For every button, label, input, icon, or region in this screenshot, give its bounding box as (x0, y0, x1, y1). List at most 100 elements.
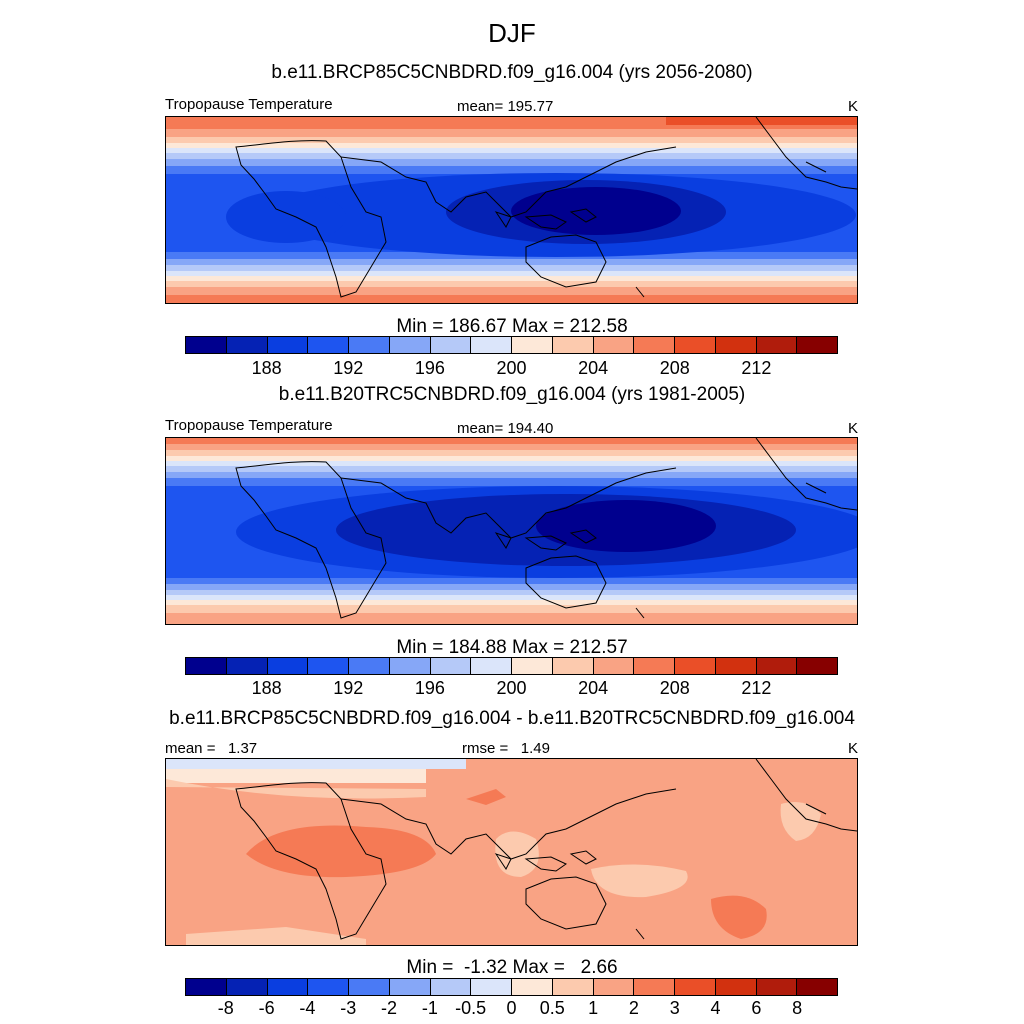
cold-core-inner (511, 187, 681, 235)
band (166, 450, 857, 458)
panel3-colorbar (185, 978, 838, 996)
band-warm-cap (666, 117, 857, 125)
panel2-colorbar-labels: 188 192 196 200 204 208 212 (185, 678, 838, 700)
band (166, 148, 857, 155)
diff-band (166, 769, 426, 783)
colorbar-box (797, 658, 837, 674)
panel2-coastlines (235, 438, 857, 619)
band (166, 466, 857, 474)
colorbar-box (389, 337, 431, 353)
panel2-run-title: b.e11.B20TRC5CNBDRD.f09_g16.004 (yrs 198… (278, 384, 746, 405)
colorbar-box (715, 337, 757, 353)
colorbar-box (308, 337, 349, 353)
band (166, 478, 857, 488)
panel3-map (165, 758, 858, 946)
colorbar-box (797, 337, 837, 353)
colorbar-tick-label: -6 (258, 998, 275, 1018)
panel1-minmax: Min = 186.67 Max = 212.58 (396, 316, 628, 337)
panel1-run-title: b.e11.BRCP85C5CNBDRD.f09_g16.004 (yrs 20… (271, 62, 753, 83)
panel3-run-title: b.e11.BRCP85C5CNBDRD.f09_g16.004 - b.e11… (169, 708, 855, 729)
panel1-coastlines (235, 117, 857, 298)
colorbar-tick-label: -2 (381, 998, 398, 1018)
colorbar-box (430, 979, 472, 995)
panel2-temperature-field (166, 438, 857, 624)
colorbar-tick-label: 204 (578, 678, 609, 698)
colorbar-tick-label: 4 (710, 998, 721, 1018)
colorbar-tick-label: 0 (506, 998, 517, 1018)
colorbar-box (349, 658, 390, 674)
colorbar-box (512, 658, 553, 674)
colorbar-box (756, 658, 798, 674)
band (166, 159, 857, 168)
colorbar-box (593, 658, 635, 674)
panel2-minmax: Min = 184.88 Max = 212.57 (396, 637, 628, 658)
colorbar-box (471, 337, 512, 353)
colorbar-box (512, 337, 553, 353)
colorbar-tick-label: 196 (414, 678, 445, 698)
colorbar-box (430, 658, 472, 674)
colorbar-box (593, 979, 635, 995)
colorbar-box (226, 658, 268, 674)
panel1-map (165, 116, 858, 304)
colorbar-box (797, 979, 837, 995)
colorbar-tick-label: -0.5 (455, 998, 487, 1018)
colorbar-box (226, 337, 268, 353)
panel2-mean-label: mean= 194.40 (457, 420, 554, 437)
band (166, 153, 857, 161)
diff-warm-himalaya (466, 789, 506, 805)
panel3-mean-label: mean = 1.37 (165, 740, 258, 757)
colorbar-box (634, 658, 675, 674)
colorbar-box (675, 979, 716, 995)
colorbar-box (593, 337, 635, 353)
figure-title: DJF (488, 18, 536, 48)
colorbar-tick-label: 192 (333, 678, 364, 698)
diff-cool-pacific (780, 801, 821, 841)
panel1-mean-label: mean= 195.77 (457, 98, 554, 115)
colorbar-tick-label: -3 (340, 998, 357, 1018)
band (166, 129, 857, 139)
band (166, 265, 857, 273)
band (166, 438, 857, 444)
panel3-colorbar-labels: -8 -6 -4 -3 -2 -1 -0.5 0 0.5 1 2 3 4 6 8 (185, 998, 838, 1020)
colorbar-tick-label: 188 (251, 678, 282, 698)
band (166, 584, 857, 592)
colorbar-tick-label: 208 (659, 358, 690, 378)
colorbar-box (756, 979, 798, 995)
colorbar-tick-label: 6 (751, 998, 762, 1018)
colorbar-tick-label: -4 (299, 998, 316, 1018)
band (166, 259, 857, 267)
colorbar-box (512, 979, 553, 995)
colorbar-tick-label: 0.5 (539, 998, 565, 1018)
panel1-colorbar-labels: 188 192 196 200 204 208 212 (185, 358, 838, 380)
colorbar-tick-label: 196 (414, 358, 445, 378)
band (166, 287, 857, 295)
colorbar-box (267, 337, 309, 353)
colorbar-box (634, 979, 675, 995)
panel2-variable-label: Tropopause Temperature (165, 417, 333, 434)
colorbar-tick-label: 192 (333, 358, 364, 378)
colorbar-box (349, 337, 390, 353)
colorbar-tick-label: 208 (659, 678, 690, 698)
panel3-minmax: Min = -1.32 Max = 2.66 (406, 957, 618, 978)
colorbar-tick-label: 212 (741, 678, 772, 698)
band (166, 605, 857, 613)
cold-core-inner (536, 500, 716, 552)
panel3-rmse-label: rmse = 1.49 (462, 740, 550, 757)
diff-band (166, 779, 426, 799)
band (166, 461, 857, 468)
panel1-colorbar (185, 336, 838, 354)
diff-cool-indonesia (495, 831, 539, 877)
colorbar-box (186, 337, 227, 353)
colorbar-box (675, 658, 716, 674)
colorbar-tick-label: 212 (741, 358, 772, 378)
colorbar-box (267, 658, 309, 674)
band (166, 276, 857, 283)
diff-cool-south (591, 864, 688, 898)
colorbar-tick-label: 2 (628, 998, 639, 1018)
colorbar-tick-label: 200 (496, 358, 527, 378)
panel2-map (165, 437, 858, 625)
cold-core-west (226, 191, 346, 243)
colorbar-box (471, 658, 512, 674)
colorbar-tick-label: 204 (578, 358, 609, 378)
colorbar-box (308, 979, 349, 995)
